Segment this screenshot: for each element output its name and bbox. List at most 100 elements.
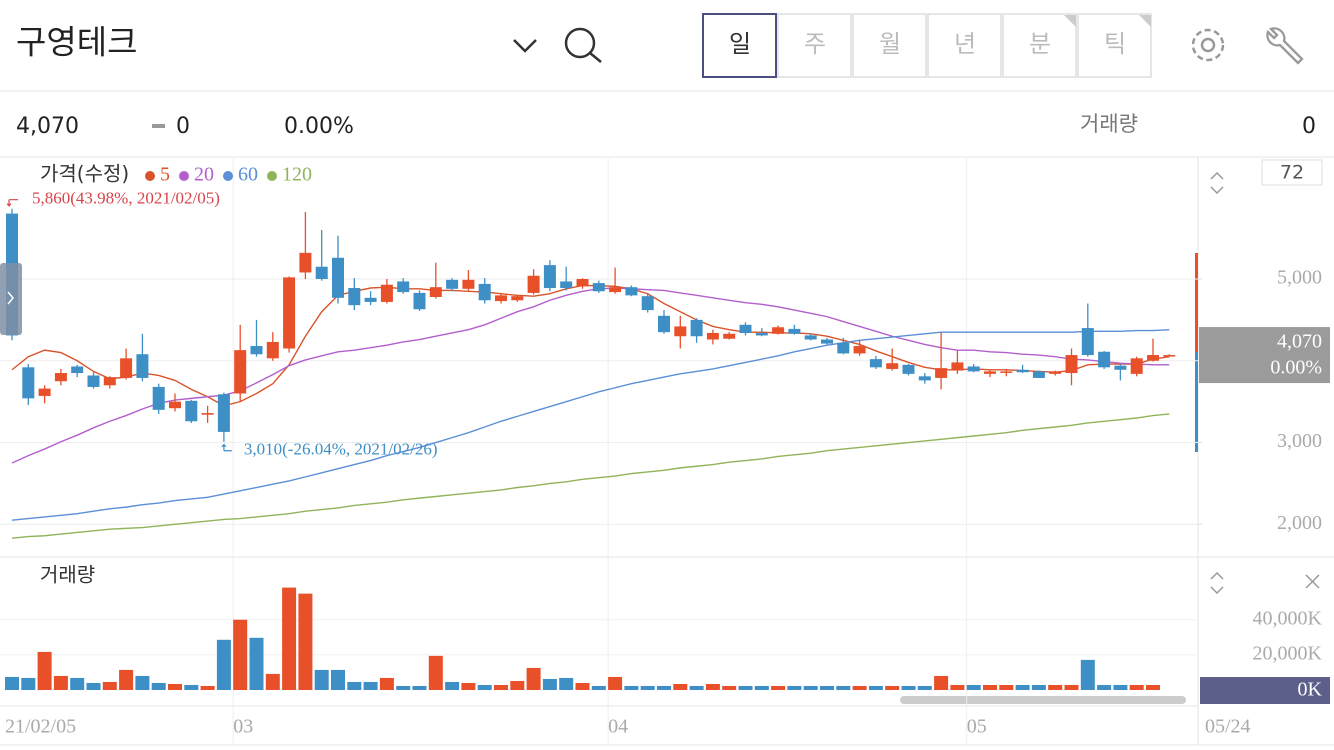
volume-bar <box>526 667 541 690</box>
close-icon[interactable] <box>1305 574 1320 589</box>
legend-dot <box>267 171 277 181</box>
volume-bar <box>282 587 297 690</box>
volume-bar <box>640 685 655 690</box>
candle-body <box>1065 355 1078 374</box>
tab-box <box>852 13 927 78</box>
moving-average <box>11 329 1170 521</box>
candle-body <box>641 296 654 311</box>
tab-label: 일 <box>729 30 751 58</box>
x-tick-label: 21/02/05 <box>5 716 76 738</box>
y-tick-label: 3,000 <box>1277 430 1322 452</box>
tab-label: 주 <box>804 30 826 58</box>
candle-body <box>543 265 556 289</box>
volume-bar <box>966 684 981 690</box>
volume-bar <box>102 681 117 690</box>
candle-body <box>739 324 752 333</box>
period-tab[interactable]: 월 <box>852 13 927 78</box>
legend-dot <box>145 171 155 181</box>
candle-body <box>38 388 51 396</box>
volume-bar <box>5 676 19 690</box>
y-tick-label: 2,000 <box>1277 512 1322 534</box>
count-label: 72 <box>1280 162 1304 184</box>
range-down <box>1195 352 1198 452</box>
candle-body <box>250 346 263 355</box>
candle-body <box>625 287 638 296</box>
volume-bar <box>461 682 476 690</box>
candle-body <box>1032 371 1045 378</box>
legend-label: 5 <box>160 164 170 186</box>
settings-icon[interactable] <box>1191 28 1225 62</box>
candle-body <box>951 362 964 371</box>
annotation-arrow <box>221 443 232 452</box>
tab-box <box>777 13 852 78</box>
candle-body <box>315 266 328 280</box>
tab-corner <box>1139 15 1151 27</box>
volume-bar <box>983 684 997 690</box>
scrollbar[interactable] <box>900 696 1186 704</box>
volume-bar <box>673 683 688 690</box>
tab-box <box>1077 13 1152 78</box>
candle-body <box>152 386 165 410</box>
quote-change-rate: 0.00% <box>284 114 354 139</box>
quote-change: 0 <box>176 114 190 139</box>
volume-bar <box>917 685 932 690</box>
volume-bar <box>803 685 818 690</box>
volume-bar <box>412 685 427 690</box>
volume-bar <box>624 685 639 690</box>
dropdown-icon[interactable] <box>513 39 537 53</box>
volume-bar <box>428 655 443 690</box>
search-icon[interactable] <box>564 27 602 63</box>
tab-corner <box>1064 15 1076 27</box>
candle-body <box>853 346 866 354</box>
tools-icon[interactable] <box>1266 27 1304 65</box>
candle-body <box>674 326 687 337</box>
moving-average <box>11 413 1170 539</box>
period-tab[interactable]: 분 <box>1002 13 1077 78</box>
candle-body <box>185 400 198 422</box>
annotation: 5,860(43.98%, 2021/02/05) <box>32 189 220 208</box>
candle-body <box>495 295 507 302</box>
volume-bar <box>738 685 753 690</box>
stock-name: 구영테크 <box>16 23 137 62</box>
price-scale-icon[interactable] <box>1210 171 1224 195</box>
tab-label: 년 <box>954 30 976 58</box>
x-tick-label: 04 <box>608 716 628 738</box>
period-tab[interactable]: 일 <box>702 13 777 78</box>
candle-body <box>837 342 850 354</box>
volume-bar <box>216 639 231 690</box>
candle-body <box>527 275 540 293</box>
range-up <box>1195 253 1198 352</box>
volume-bar <box>608 676 623 690</box>
side-tab-arrow <box>7 291 14 305</box>
candle-body <box>1163 355 1176 357</box>
candle-body <box>136 354 149 378</box>
period-tab[interactable]: 년 <box>927 13 1002 78</box>
volume-bar <box>168 683 182 690</box>
candle-body <box>560 281 573 289</box>
volume-bar <box>820 685 834 690</box>
side-tab[interactable] <box>0 263 22 335</box>
legend-label: 60 <box>238 164 258 186</box>
last-price-box <box>1199 327 1330 384</box>
volume-bar <box>722 685 737 690</box>
candle-body <box>755 332 768 336</box>
volume-bar <box>559 677 574 690</box>
volume-bar <box>1064 684 1079 690</box>
volume-bar <box>233 619 248 690</box>
candle-body <box>169 401 181 409</box>
period-tab[interactable]: 틱 <box>1077 13 1152 78</box>
quote-volume: 0 <box>1302 114 1316 139</box>
volume-scale-icon[interactable] <box>1210 571 1224 595</box>
candle-body <box>935 368 948 378</box>
volume-bar <box>21 677 36 690</box>
volume-bar <box>1015 684 1030 690</box>
candle-body <box>446 279 459 289</box>
volume-bar <box>1080 659 1095 690</box>
candle-body <box>87 375 100 387</box>
period-tab[interactable]: 주 <box>777 13 852 78</box>
candle-body <box>821 339 833 344</box>
candle-body <box>1147 355 1159 361</box>
volume-bar <box>591 685 606 690</box>
tab-box <box>927 13 1002 78</box>
